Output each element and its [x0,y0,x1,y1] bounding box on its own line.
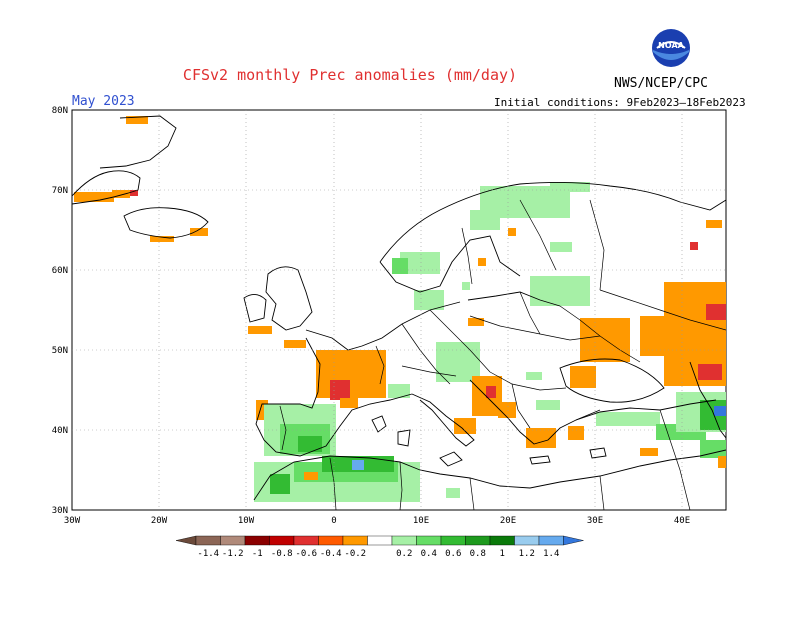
agency-label: NWS/NCEP/CPC [614,76,708,91]
map-title: CFSv2 monthly Prec anomalies (mm/day) [182,66,518,84]
lon-label: 30W [64,516,81,526]
lon-label: 20W [151,516,168,526]
colorbar-swatch [220,535,246,546]
country-borders [279,199,727,511]
colorbar-swatch [293,535,319,546]
colorbar-tick-label: -0.6 [295,549,317,559]
noaa-logo: NOAA [652,29,690,67]
colorbar-tick-label: -1.4 [197,549,219,559]
colorbar: -1.4 -1.2 -1 -0.8 -0.6 -0.4 -0.2 0.2 0.4 0.6 0.8 1 1… [175,535,584,559]
colorbar-arrow-low [175,535,197,546]
colorbar-swatch [244,535,270,546]
colorbar-tick-label: 0.4 [421,549,437,559]
lat-label: 30N [52,506,68,516]
colorbar-swatch [514,535,540,546]
colorbar-tick-label: -1 [252,549,263,559]
colorbar-swatch [465,535,491,546]
lon-label: 10E [413,516,429,526]
lat-label: 80N [52,106,68,116]
colorbar-swatch [342,535,368,546]
colorbar-tick-label: 0.8 [470,549,486,559]
initial-conditions: Initial conditions: 9Feb2023–18Feb2023 [494,96,746,109]
lon-label: 0 [331,516,336,526]
colorbar-tick-label: 0.2 [396,549,412,559]
colorbar-tick-label: -1.2 [222,549,244,559]
colorbar-swatch [416,535,442,546]
lat-label: 60N [52,266,68,276]
colorbar-swatch [538,535,564,546]
colorbar-arrow-high [563,535,584,546]
colorbar-tick-label: -0.4 [320,549,342,559]
lon-label: 10W [238,516,255,526]
colorbar-swatch [195,535,221,546]
colorbar-swatch [391,535,417,546]
lon-label: 20E [500,516,516,526]
lat-label: 40N [52,426,68,436]
colorbar-swatch [440,535,466,546]
colorbar-tick-label: 0.6 [445,549,461,559]
lon-label: 30E [587,516,603,526]
colorbar-tick-label: 1 [500,549,505,559]
forecast-month: May 2023 [72,94,135,109]
colorbar-tick-label: -0.2 [344,549,366,559]
lat-labels: 80N 70N 60N 50N 40N 30N [52,106,68,516]
colorbar-swatch [489,535,515,546]
lat-label: 50N [52,346,68,356]
anomaly-layer [74,116,726,502]
colorbar-tick-label: 1.2 [519,549,535,559]
svg-text:NOAA: NOAA [658,41,684,50]
colorbar-tick-label: -0.8 [271,549,293,559]
colorbar-tick-label: 1.4 [543,549,559,559]
colorbar-swatch [318,535,344,546]
graticule [72,110,726,510]
lon-labels: 30W 20W 10W 0 10E 20E 30E 40E [64,516,690,526]
lat-label: 70N [52,186,68,196]
map-frame [71,109,727,511]
colorbar-swatch [367,535,393,546]
colorbar-swatch [269,535,295,546]
lon-label: 40E [674,516,690,526]
